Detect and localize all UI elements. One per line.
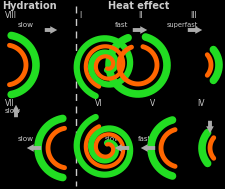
Text: VIII: VIII (5, 11, 17, 20)
Text: Hydration: Hydration (2, 1, 56, 11)
Text: IV: IV (196, 99, 204, 108)
Text: fast: fast (115, 22, 128, 28)
Text: II: II (137, 11, 142, 20)
Text: slow: slow (18, 22, 34, 28)
Text: VII: VII (5, 99, 15, 108)
Text: fast: fast (137, 136, 151, 142)
Text: slow: slow (5, 108, 21, 114)
Text: Heat effect: Heat effect (108, 1, 169, 11)
Text: slow: slow (105, 136, 120, 142)
Text: I: I (79, 11, 81, 20)
Text: slow: slow (18, 136, 34, 142)
Text: VI: VI (94, 99, 102, 108)
Text: III: III (189, 11, 196, 20)
Text: superfast: superfast (166, 22, 198, 28)
Text: V: V (149, 99, 155, 108)
